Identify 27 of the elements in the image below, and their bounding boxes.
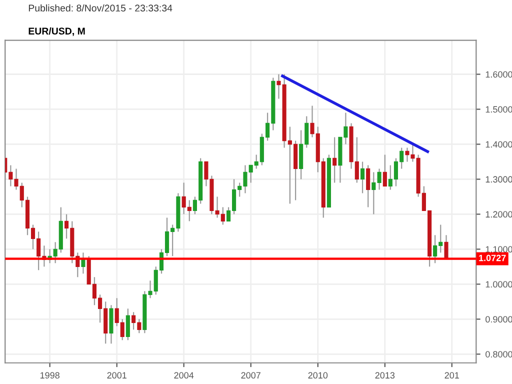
candlestick (332, 136, 337, 184)
y-tick-label: 1.6000 (486, 71, 512, 78)
y-tick-label: 1.5000 (486, 106, 512, 113)
x-tick-label: 2007 (241, 372, 260, 379)
x-tick-label: 2010 (308, 372, 328, 379)
y-tick-label: 0.9000 (486, 316, 512, 323)
y-tick-label: 1.3000 (486, 176, 512, 183)
candlestick (360, 161, 365, 194)
chart-subtitle: Published: 8/Nov/2015 - 23:33:34 (28, 4, 172, 12)
y-tick-label: 1.4000 (486, 141, 512, 148)
y-tick-label: 1.0000 (486, 281, 512, 288)
chart-title: EUR/USD, M (28, 27, 85, 36)
y-tick-label: 1.1000 (486, 246, 512, 253)
candlestick (377, 168, 382, 190)
candlestick (81, 252, 86, 274)
candlestick (366, 164, 370, 208)
ref-line-label: 1.0727 (479, 254, 506, 262)
x-tick-label: 2001 (107, 372, 126, 379)
candlestick (126, 308, 130, 341)
x-tick-label: 201 (444, 372, 459, 379)
y-tick-label: 1.2000 (486, 211, 512, 218)
y-tick-label: 0.8000 (486, 351, 512, 358)
x-tick-label: 1998 (40, 372, 60, 379)
x-tick-label: 2004 (174, 372, 194, 379)
x-tick-label: 2013 (375, 372, 395, 379)
candlestick (372, 172, 376, 215)
candlestick (382, 154, 387, 187)
